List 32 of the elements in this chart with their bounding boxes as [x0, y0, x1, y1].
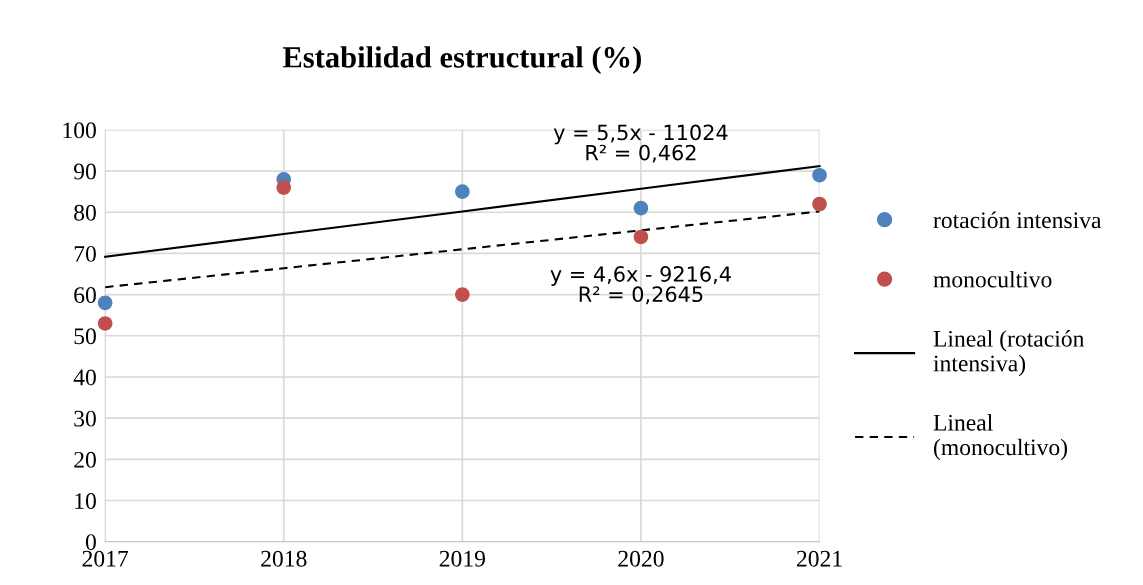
point [455, 287, 470, 302]
y-tick-label: 90 [73, 163, 96, 180]
point [812, 167, 827, 183]
point [633, 229, 649, 245]
point [97, 316, 113, 331]
legend-label: rotación intensiva [933, 211, 1102, 229]
chart-title: Estabilidad estructural (%) [282, 46, 641, 74]
annotation: y = 5,5x - 11024 R² = 0,462 [553, 124, 728, 163]
x-tick-label: 2019 [439, 550, 485, 567]
y-tick-label: 50 [74, 328, 96, 345]
x-tick-label: 2017 [82, 550, 129, 567]
x-tick-label: 2020 [618, 550, 664, 567]
legend-label: monocultivo [933, 270, 1052, 288]
y-tick-label: 70 [74, 245, 96, 262]
y-tick-label: 60 [74, 287, 96, 304]
y-tick-label: 20 [74, 451, 96, 468]
x-tick-label: 2021 [796, 550, 842, 567]
point [276, 180, 292, 195]
y-tick-label: 30 [74, 410, 96, 427]
point [97, 295, 113, 311]
point [633, 200, 649, 216]
legend-label: Lineal (rotación intensiva) [933, 330, 1085, 377]
legend-label: Lineal (monocultivo) [933, 414, 1068, 461]
y-tick-label: 0 [85, 534, 96, 551]
x-tick-label: 2018 [261, 550, 307, 567]
y-tick-label: 40 [73, 369, 96, 386]
y-tick-label: 80 [74, 204, 96, 221]
point [455, 184, 470, 199]
y-tick-label: 100 [63, 122, 96, 139]
point [812, 196, 827, 212]
annotation: y = 4,6x - 9216,4 R² = 0,2645 [550, 266, 731, 305]
y-tick-label: 10 [75, 493, 96, 509]
